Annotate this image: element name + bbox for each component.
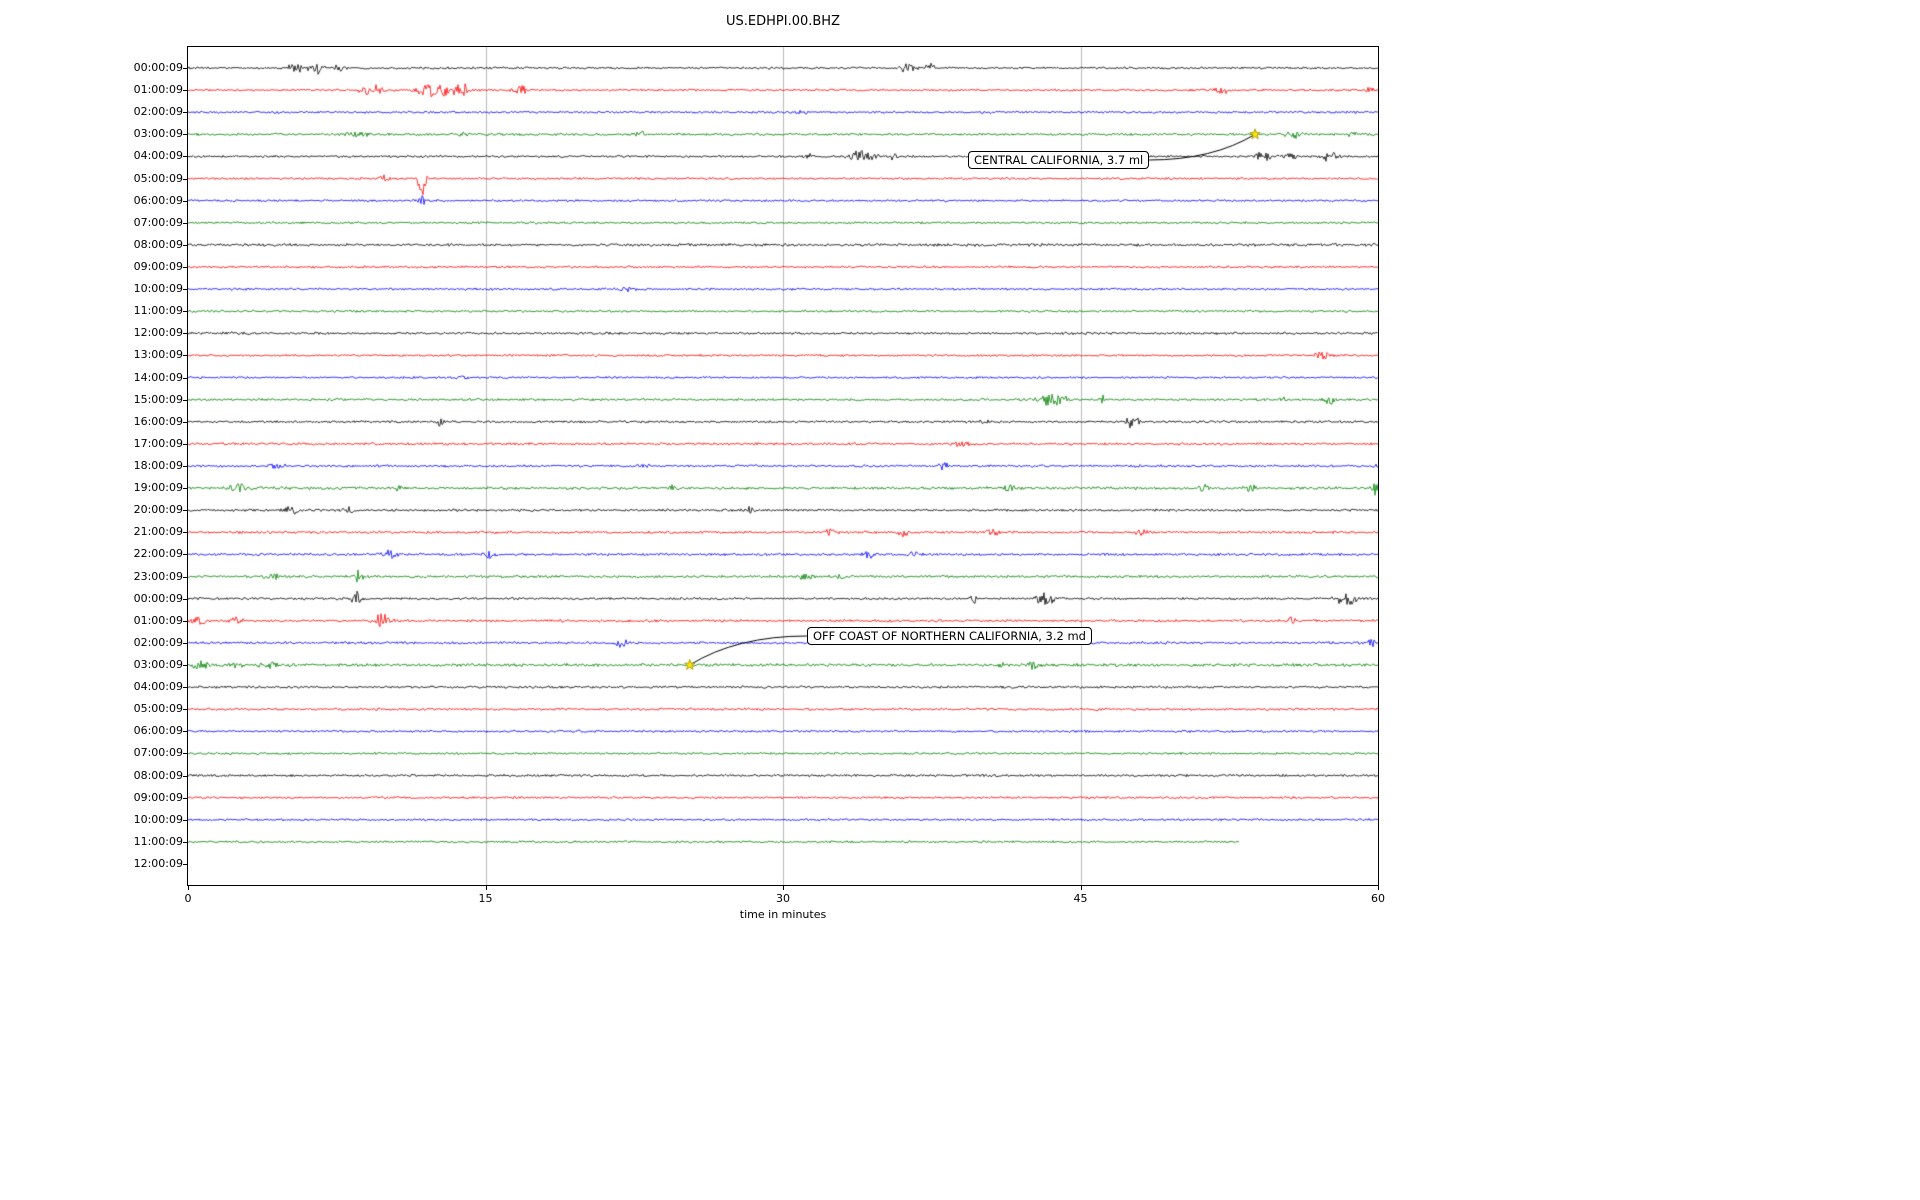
- x-tick-label: 60: [1371, 892, 1385, 905]
- row-label: 06:00:09: [133, 193, 183, 207]
- row-label: 07:00:09: [133, 215, 183, 229]
- x-tick-mark: [783, 886, 784, 890]
- event-annotation-off-coast-northern-california: OFF COAST OF NORTHERN CALIFORNIA, 3.2 md: [807, 627, 1092, 645]
- row-label: 17:00:09: [133, 436, 183, 450]
- y-tick-mark: [183, 266, 187, 268]
- row-label: 23:00:09: [133, 569, 183, 583]
- y-tick-mark: [183, 709, 187, 711]
- row-label: 12:00:09: [133, 856, 183, 870]
- row-label: 12:00:09: [133, 326, 183, 340]
- x-tick-label: 15: [478, 892, 493, 905]
- row-label: 14:00:09: [133, 370, 183, 384]
- x-tick-mark: [1378, 886, 1379, 890]
- y-tick-mark: [183, 532, 187, 534]
- y-tick-mark: [183, 200, 187, 202]
- row-label: 08:00:09: [133, 237, 183, 251]
- y-tick-mark: [183, 134, 187, 136]
- y-tick-mark: [183, 598, 187, 600]
- y-tick-mark: [183, 620, 187, 622]
- y-tick-mark: [183, 753, 187, 755]
- row-label: 10:00:09: [133, 812, 183, 826]
- row-label: 03:00:09: [133, 657, 183, 671]
- row-label: 01:00:09: [133, 83, 183, 97]
- y-tick-mark: [183, 797, 187, 799]
- row-label: 03:00:09: [133, 127, 183, 141]
- y-tick-mark: [183, 642, 187, 644]
- y-tick-mark: [183, 333, 187, 335]
- y-tick-mark: [183, 311, 187, 313]
- y-tick-mark: [183, 664, 187, 666]
- y-tick-mark: [183, 399, 187, 401]
- x-tick-mark: [485, 886, 487, 890]
- y-tick-mark: [183, 156, 187, 158]
- row-label: 15:00:09: [133, 392, 183, 406]
- y-tick-mark: [183, 488, 187, 490]
- y-tick-mark: [183, 841, 187, 843]
- y-tick-mark: [183, 178, 187, 180]
- row-label: 09:00:09: [133, 790, 183, 804]
- y-tick-mark: [183, 377, 187, 379]
- row-label: 00:00:09: [133, 61, 183, 74]
- x-tick-label: 45: [1073, 892, 1088, 905]
- row-label: 05:00:09: [133, 171, 183, 185]
- y-tick-mark: [183, 289, 187, 291]
- y-tick-mark: [183, 731, 187, 733]
- x-tick-label: 30: [776, 892, 790, 905]
- y-tick-mark: [183, 775, 187, 777]
- row-label: 04:00:09: [133, 680, 183, 694]
- row-label: 01:00:09: [133, 613, 183, 627]
- row-label: 18:00:09: [133, 458, 183, 472]
- x-tick-mark: [1080, 886, 1082, 890]
- row-label: 04:00:09: [133, 149, 183, 163]
- row-label: 05:00:09: [133, 702, 183, 716]
- x-axis-label: time in minutes: [739, 908, 827, 921]
- row-label: 10:00:09: [133, 282, 183, 296]
- row-label: 16:00:09: [133, 414, 183, 428]
- row-label: 08:00:09: [133, 768, 183, 782]
- row-label: 00:00:09: [133, 591, 183, 605]
- seismogram-canvas: [188, 47, 1378, 885]
- y-tick-mark: [183, 554, 187, 556]
- row-label: 07:00:09: [133, 746, 183, 760]
- y-tick-mark: [183, 222, 187, 224]
- y-tick-mark: [183, 510, 187, 512]
- y-tick-mark: [183, 443, 187, 445]
- row-label: 13:00:09: [133, 348, 183, 362]
- row-label: 20:00:09: [133, 503, 183, 517]
- x-tick-label: 0: [184, 892, 192, 905]
- row-label: 09:00:09: [133, 259, 183, 273]
- y-tick-mark: [183, 355, 187, 357]
- y-tick-mark: [183, 112, 187, 114]
- y-tick-mark: [183, 244, 187, 246]
- y-tick-mark: [183, 863, 187, 865]
- y-tick-mark: [183, 90, 187, 92]
- y-tick-mark: [183, 576, 187, 578]
- y-tick-mark: [183, 421, 187, 423]
- row-label: 02:00:09: [133, 105, 183, 119]
- y-tick-mark: [183, 687, 187, 689]
- row-label: 06:00:09: [133, 724, 183, 738]
- row-label: 02:00:09: [133, 635, 183, 649]
- y-tick-mark: [183, 68, 187, 69]
- event-annotation-central-california: CENTRAL CALIFORNIA, 3.7 ml: [968, 151, 1150, 169]
- row-label: 19:00:09: [133, 481, 183, 495]
- x-tick-mark: [188, 886, 189, 890]
- y-tick-mark: [183, 819, 187, 821]
- row-label: 11:00:09: [133, 834, 183, 848]
- row-label: 22:00:09: [133, 547, 183, 561]
- y-tick-mark: [183, 465, 187, 467]
- plot-area: [187, 46, 1379, 886]
- row-label: 11:00:09: [133, 304, 183, 318]
- chart-title: US.EDHPI.00.BHZ: [726, 14, 840, 29]
- row-label: 21:00:09: [133, 525, 183, 539]
